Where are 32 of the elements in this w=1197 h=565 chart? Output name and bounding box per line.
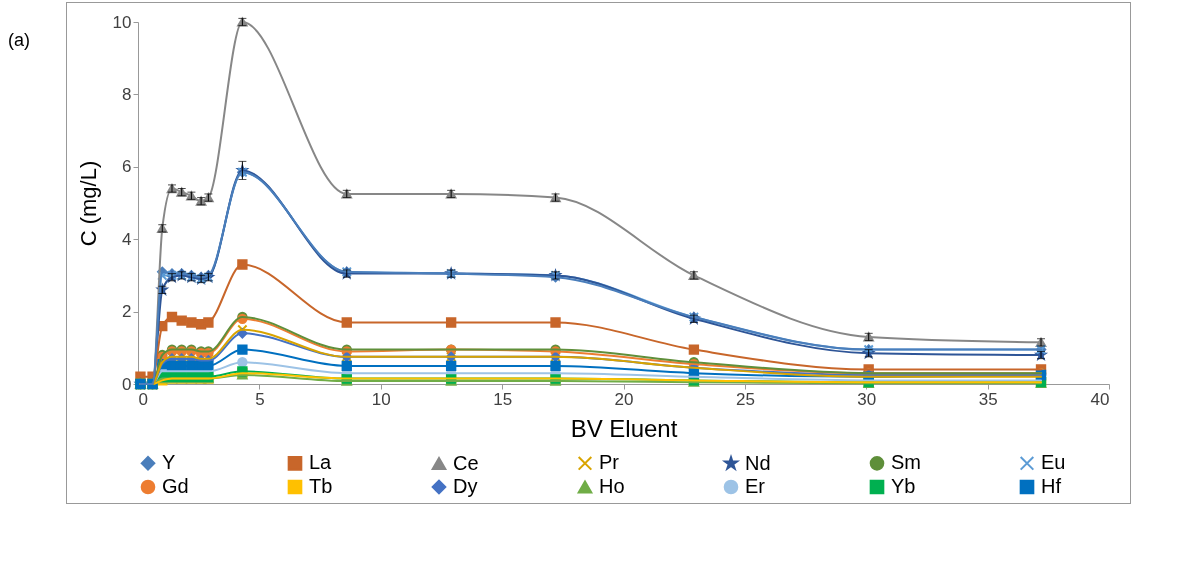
y-tick-label: 8 — [122, 84, 132, 104]
legend-label: Nd — [745, 451, 771, 474]
legend-label: Gd — [162, 475, 189, 497]
legend-label: Dy — [453, 475, 478, 497]
x-tick-label: 20 — [614, 389, 634, 409]
legend-label: Ho — [599, 475, 625, 497]
legend-label: Pr — [599, 451, 620, 474]
x-tick-label: 25 — [735, 389, 755, 409]
y-axis-title: C (mg/L) — [75, 160, 101, 247]
y-tick-label: 4 — [122, 229, 132, 249]
x-tick-label: 35 — [978, 389, 998, 409]
legend-label: Sm — [891, 451, 921, 474]
x-tick-label: 40 — [1090, 389, 1110, 409]
legend-label: Ce — [453, 451, 479, 474]
x-tick-label: 10 — [371, 389, 391, 409]
x-axis-title: BV Eluent — [570, 414, 678, 442]
legend-label: Yb — [891, 475, 916, 497]
y-tick-label: 2 — [122, 302, 132, 322]
y-tick-label: 10 — [112, 12, 132, 32]
y-tick-label: 0 — [122, 374, 132, 394]
x-tick-label: 5 — [255, 389, 265, 409]
x-tick-label: 30 — [857, 389, 877, 409]
text: (a) — [8, 30, 30, 51]
legend-label: Eu — [1041, 451, 1066, 474]
y-tick-label: 6 — [122, 157, 132, 177]
legend-label: Y — [162, 451, 176, 474]
x-tick-label: 15 — [493, 389, 513, 409]
legend-label: Tb — [309, 475, 333, 497]
legend-label: Hf — [1041, 475, 1062, 497]
legend-label: La — [309, 451, 333, 474]
x-tick-label: 0 — [138, 389, 148, 409]
legend-label: Er — [745, 475, 766, 497]
